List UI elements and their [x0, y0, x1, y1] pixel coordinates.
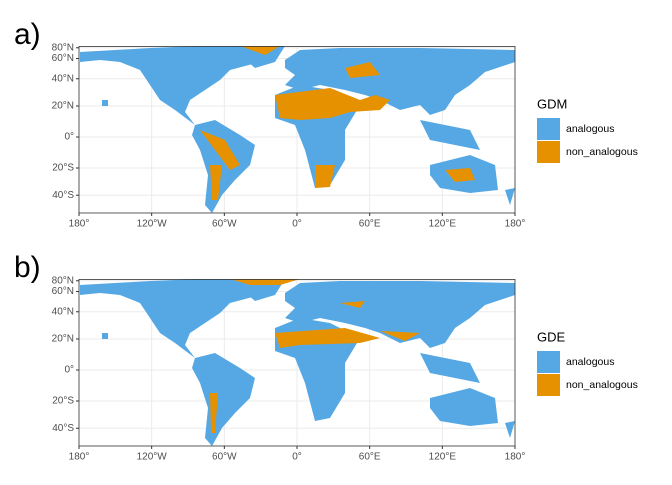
y-tick-label: 80°N — [52, 42, 74, 53]
y-tick-label: 80°N — [52, 275, 74, 286]
legend-key — [537, 118, 560, 140]
legend-title: GDM — [537, 96, 567, 111]
x-tick-label: 0° — [292, 219, 302, 230]
legend-label: non_analogous — [566, 379, 638, 391]
panel-border — [78, 46, 516, 214]
y-tick-label: 60°N — [52, 286, 74, 297]
x-tick-label: 0° — [292, 452, 302, 463]
y-tick-label: 40°N — [52, 306, 74, 317]
x-tick-label: 180° — [505, 219, 526, 230]
x-tick-label: 120°E — [429, 452, 457, 463]
y-tick-label: 40°S — [52, 190, 74, 201]
panel-label: b) — [14, 251, 41, 284]
legend-key — [537, 141, 560, 163]
x-tick-label: 180° — [505, 452, 526, 463]
y-tick-label: 0° — [64, 365, 74, 376]
y-tick-label: 40°N — [52, 73, 74, 84]
panel-border — [78, 279, 516, 447]
legend-key — [537, 351, 560, 373]
y-tick-label: 40°S — [52, 423, 74, 434]
x-tick-label: 60°W — [212, 219, 237, 230]
legend-label: analogous — [566, 356, 614, 368]
legend-label: non_analogous — [566, 146, 638, 158]
x-tick-label: 60°E — [359, 219, 381, 230]
legend-label: analogous — [566, 123, 614, 135]
y-tick-label: 20°S — [52, 163, 74, 174]
y-tick-label: 0° — [64, 132, 74, 143]
x-tick-label: 120°W — [137, 219, 168, 230]
x-tick-label: 120°W — [137, 452, 168, 463]
legend-title: GDE — [537, 329, 566, 344]
x-tick-label: 60°E — [359, 452, 381, 463]
y-tick-label: 20°S — [52, 396, 74, 407]
x-tick-label: 180° — [69, 219, 90, 230]
y-tick-label: 60°N — [52, 53, 74, 64]
x-tick-label: 180° — [69, 452, 90, 463]
x-tick-label: 60°W — [212, 452, 237, 463]
panel-label: a) — [14, 18, 41, 51]
y-tick-label: 20°N — [52, 334, 74, 345]
x-tick-label: 120°E — [429, 219, 457, 230]
y-tick-label: 20°N — [52, 101, 74, 112]
legend-key — [537, 374, 560, 396]
